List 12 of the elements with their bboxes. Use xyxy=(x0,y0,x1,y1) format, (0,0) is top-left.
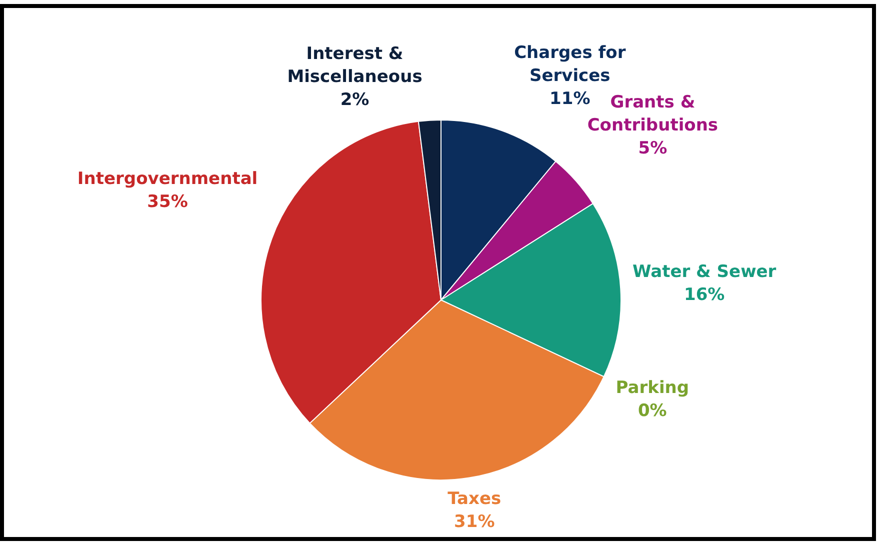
slice-label: Interest & Miscellaneous xyxy=(287,44,422,88)
text: 0% xyxy=(638,400,667,421)
slice-label: Water & Sewer xyxy=(632,262,777,282)
slice-label: Taxes xyxy=(448,489,502,510)
data-label: 31% xyxy=(454,512,495,532)
data-label: 35% xyxy=(147,192,188,212)
slice-label: Intergovernmental xyxy=(77,168,258,189)
slice-label: Charges for Services xyxy=(514,43,626,86)
data-label: 5% xyxy=(638,138,668,159)
data-label: 2% xyxy=(340,90,370,110)
category-label: Parking xyxy=(616,378,690,398)
data-label: 16% xyxy=(684,284,725,305)
